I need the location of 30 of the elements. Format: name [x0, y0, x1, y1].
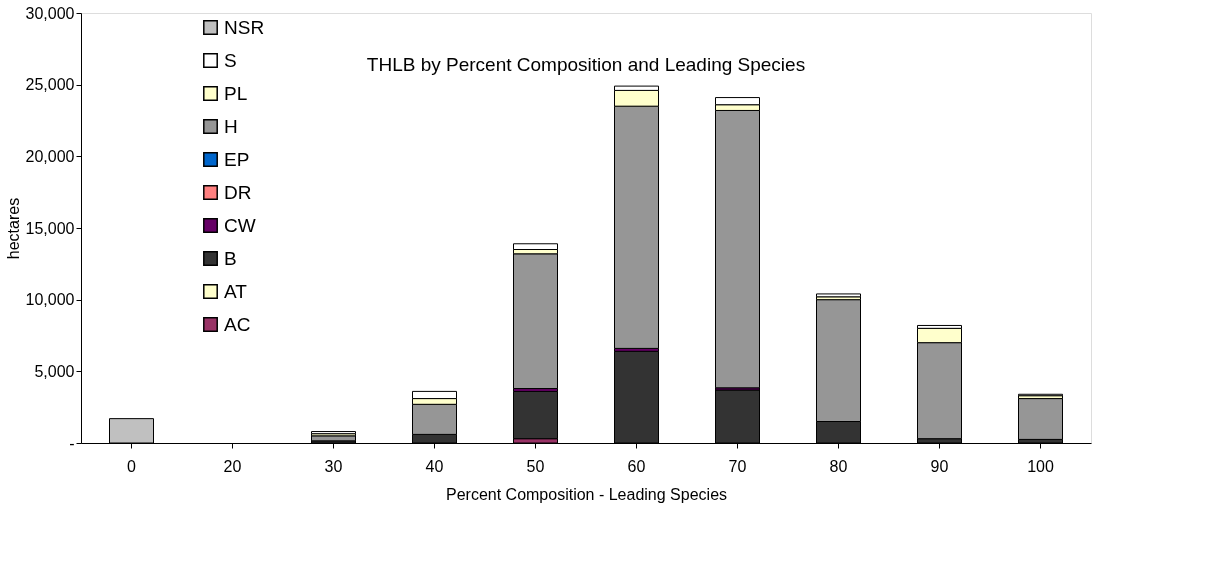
legend-label: S: [224, 49, 237, 71]
legend-label: AC: [224, 313, 251, 335]
y-tick-label: 15,000: [25, 219, 75, 237]
legend-label: CW: [224, 214, 256, 236]
x-tick-label: 30: [324, 457, 343, 475]
x-tick-label: 60: [627, 457, 646, 475]
x-tick-label: 90: [930, 457, 949, 475]
y-tick-label: 30,000: [25, 4, 75, 22]
legend-label: PL: [224, 82, 248, 104]
text: THLB by Percent Composition and Leading Species: [366, 54, 806, 75]
legend-label: EP: [224, 148, 250, 170]
y-tick-label: 10,000: [25, 291, 75, 309]
y-tick-label: 20,000: [25, 147, 75, 165]
y-tick-label: 25,000: [25, 76, 75, 94]
y-tick-label: -: [69, 434, 75, 452]
x-tick-label: 70: [728, 457, 747, 475]
legend-label: DR: [224, 181, 252, 203]
legend-label: B: [224, 247, 237, 269]
x-axis-title: Percent Composition - Leading Species: [445, 485, 728, 503]
legend-label: NSR: [224, 16, 265, 38]
legend-label: H: [224, 115, 238, 137]
x-tick-label: 40: [425, 457, 444, 475]
x-tick-label: 50: [526, 457, 545, 475]
x-tick-label: 0: [127, 457, 137, 475]
x-tick-label: 100: [1027, 457, 1054, 475]
y-axis-title: hectares: [4, 197, 22, 260]
x-tick-label: 20: [223, 457, 242, 475]
legend-label: AT: [224, 280, 248, 302]
x-tick-label: 80: [829, 457, 848, 475]
y-tick-label: 5,000: [34, 362, 75, 380]
